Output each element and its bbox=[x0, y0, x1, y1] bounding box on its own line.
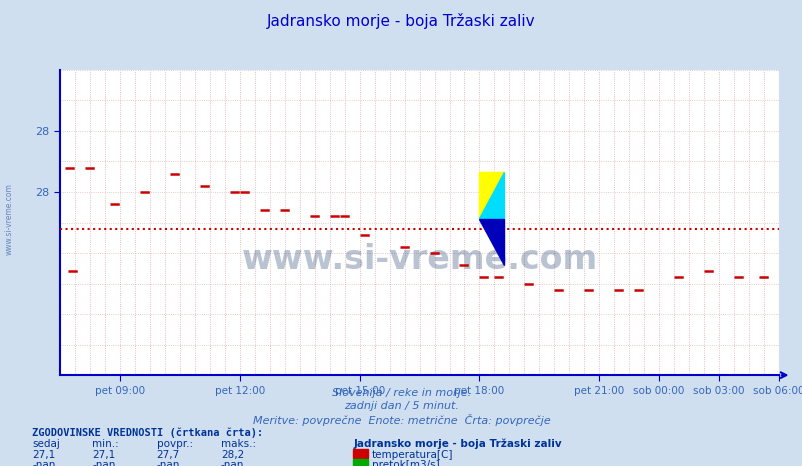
Text: -nan: -nan bbox=[32, 460, 55, 466]
Text: maks.:: maks.: bbox=[221, 439, 256, 449]
Text: ZGODOVINSKE VREDNOSTI (črtkana črta):: ZGODOVINSKE VREDNOSTI (črtkana črta): bbox=[32, 427, 263, 438]
Text: Jadransko morje - boja Tržaski zaliv: Jadransko morje - boja Tržaski zaliv bbox=[353, 439, 561, 450]
Text: pretok[m3/s]: pretok[m3/s] bbox=[371, 460, 439, 466]
Text: povpr.:: povpr.: bbox=[156, 439, 192, 449]
Text: 27,1: 27,1 bbox=[92, 450, 115, 459]
Polygon shape bbox=[479, 172, 504, 219]
Text: -nan: -nan bbox=[92, 460, 115, 466]
Text: www.si-vreme.com: www.si-vreme.com bbox=[241, 243, 597, 276]
Text: 27,7: 27,7 bbox=[156, 450, 180, 459]
Text: sedaj: sedaj bbox=[32, 439, 60, 449]
Text: temperatura[C]: temperatura[C] bbox=[371, 450, 452, 459]
Text: min.:: min.: bbox=[92, 439, 119, 449]
Text: www.si-vreme.com: www.si-vreme.com bbox=[5, 183, 14, 255]
Text: Meritve: povprečne  Enote: metrične  Črta: povprečje: Meritve: povprečne Enote: metrične Črta:… bbox=[253, 414, 549, 426]
Text: zadnji dan / 5 minut.: zadnji dan / 5 minut. bbox=[343, 401, 459, 411]
Text: Slovenija / reke in morje.: Slovenija / reke in morje. bbox=[331, 388, 471, 397]
Polygon shape bbox=[479, 172, 504, 219]
Text: -nan: -nan bbox=[221, 460, 244, 466]
Polygon shape bbox=[479, 219, 504, 265]
Text: 27,1: 27,1 bbox=[32, 450, 55, 459]
Text: Jadransko morje - boja Tržaski zaliv: Jadransko morje - boja Tržaski zaliv bbox=[267, 13, 535, 28]
Text: -nan: -nan bbox=[156, 460, 180, 466]
Text: 28,2: 28,2 bbox=[221, 450, 244, 459]
